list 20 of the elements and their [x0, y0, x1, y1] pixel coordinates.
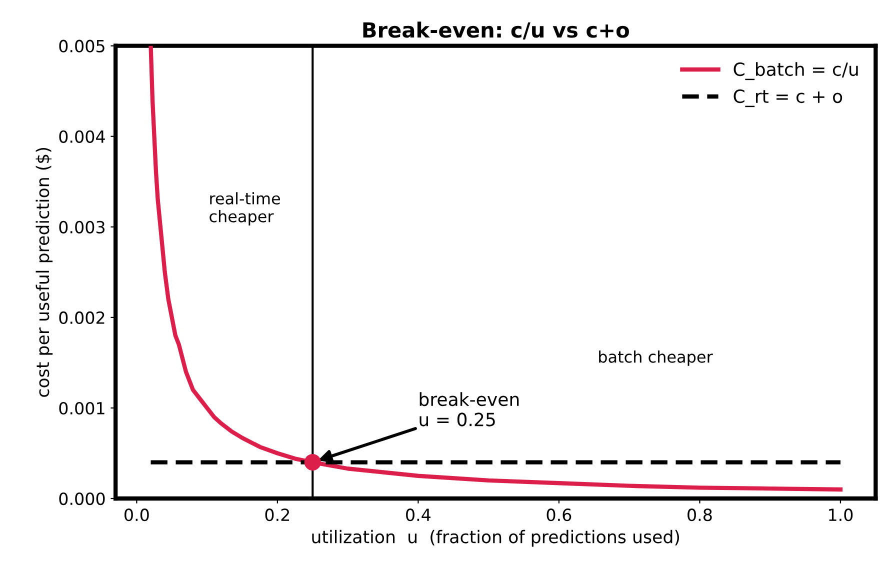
y-tick-label: 0.000 [59, 492, 105, 506]
y-tick-label: 0.004 [59, 130, 105, 143]
y-tick-label: 0.003 [59, 220, 105, 234]
x-tick-label: 1.0 [829, 508, 853, 522]
x-tick-label: 0.8 [688, 508, 712, 522]
x-tick-label: 0.0 [124, 508, 149, 522]
y-axis-title: cost per useful prediction ($) [36, 148, 53, 397]
x-axis-title: utilization u (fraction of predictions used) [312, 530, 680, 547]
y-tick-label: 0.002 [59, 311, 104, 324]
legend-label: C_rt = c + o [734, 89, 842, 108]
annotation: batch cheaper [599, 350, 713, 366]
x-tick-label: 0.2 [265, 508, 290, 522]
x-tick-label: 0.4 [406, 508, 431, 522]
annotation: real-time cheaper [210, 192, 280, 226]
y-tick-label: 0.005 [59, 40, 104, 52]
annotation: break-even u = 0.25 [420, 392, 519, 426]
chart-title: Break-even: c/u vs c+o [363, 22, 629, 40]
y-tick-label: 0.001 [59, 402, 104, 415]
x-tick-label: 0.6 [546, 508, 572, 522]
legend-label: C_batch = c/u [734, 62, 858, 80]
